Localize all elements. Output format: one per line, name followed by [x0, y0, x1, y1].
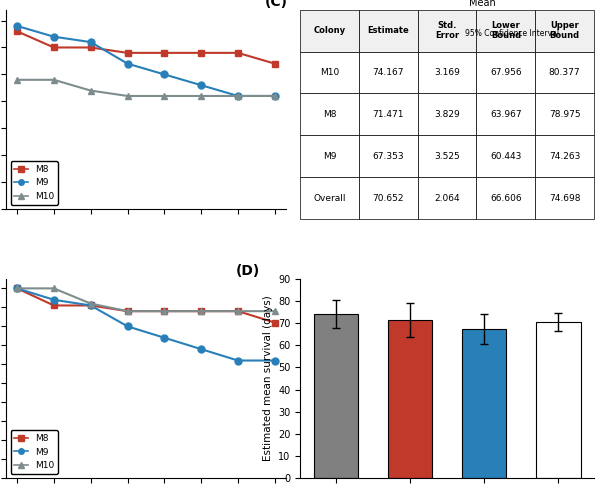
Text: Mean: Mean: [469, 0, 496, 8]
Text: 95% Confidence Interval: 95% Confidence Interval: [464, 29, 559, 38]
Text: (C): (C): [265, 0, 288, 9]
Bar: [388, 320, 432, 478]
Legend: M8, M9, M10: M8, M9, M10: [11, 430, 58, 474]
Legend: M8, M9, M10: M8, M9, M10: [11, 162, 58, 204]
Y-axis label: Estimated mean survival (days): Estimated mean survival (days): [263, 296, 272, 462]
Text: (D): (D): [236, 264, 260, 278]
Bar: [462, 329, 506, 478]
Bar: [536, 322, 581, 478]
Bar: [314, 314, 358, 478]
